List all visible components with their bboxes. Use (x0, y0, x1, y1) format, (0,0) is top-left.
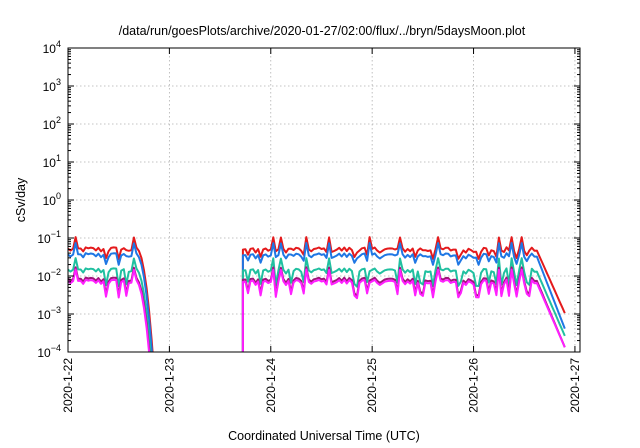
x-tick-label: 2020-1-24 (264, 358, 278, 413)
series-line (68, 268, 566, 352)
x-axis: 2020-1-22 2020-1-23 2020-1-24 2020-1-25 2020… (61, 48, 582, 413)
series-line (68, 266, 566, 352)
y-tick-label: 10−1 (37, 229, 61, 246)
chart-title: /data/run/goesPlots/archive/2020-01-27/0… (119, 24, 526, 38)
y-tick-label: 10−3 (37, 305, 61, 322)
grid (68, 48, 580, 352)
x-axis-label: Coordinated Universal Time (UTC) (228, 429, 420, 443)
x-tick-label: 2020-1-25 (365, 358, 379, 413)
y-tick-label: 101 (43, 153, 61, 170)
y-tick-label: 100 (43, 191, 61, 208)
y-tick-label: 10−2 (37, 267, 61, 284)
series-lines (68, 236, 566, 352)
x-tick-label: 2020-1-22 (61, 358, 75, 413)
y-tick-label: 10−4 (37, 343, 61, 360)
x-tick-label: 2020-1-26 (467, 358, 481, 413)
y-tick-label: 102 (43, 115, 61, 132)
y-tick-label: 103 (43, 77, 61, 94)
y-axis: 10−4 10−3 10−2 10−1 100 101 102 103 104 (37, 39, 580, 360)
series-line (68, 257, 566, 352)
x-tick-label: 2020-1-27 (568, 358, 582, 413)
y-axis-label: cSv/day (14, 177, 28, 222)
y-tick-label: 104 (43, 39, 61, 56)
series-line (68, 242, 566, 352)
x-tick-label: 2020-1-23 (162, 358, 176, 413)
